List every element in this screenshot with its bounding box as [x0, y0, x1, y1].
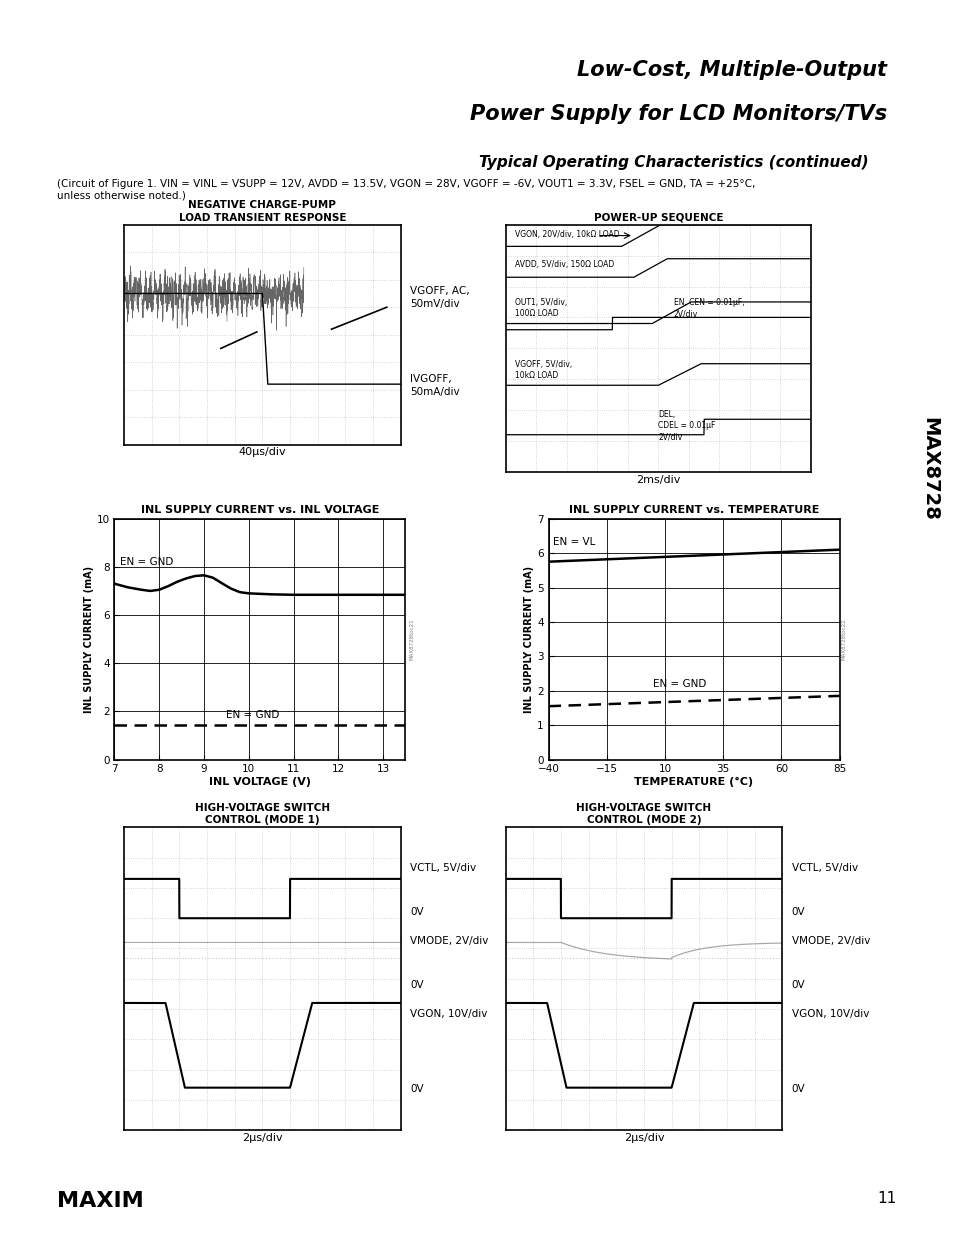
Text: AVDD, 5V/div, 150Ω LOAD: AVDD, 5V/div, 150Ω LOAD [515, 261, 614, 269]
X-axis label: 2ms/div: 2ms/div [636, 474, 679, 484]
Text: EN = GND: EN = GND [653, 679, 706, 689]
Y-axis label: INL SUPPLY CURRENT (mA): INL SUPPLY CURRENT (mA) [84, 566, 93, 713]
Title: HIGH-VOLTAGE SWITCH
CONTROL (MODE 1): HIGH-VOLTAGE SWITCH CONTROL (MODE 1) [194, 803, 330, 825]
Text: EN, CEN = 0.01μF,
2V/div: EN, CEN = 0.01μF, 2V/div [673, 298, 743, 319]
X-axis label: 40μs/div: 40μs/div [238, 447, 286, 457]
Text: EN = VL: EN = VL [553, 536, 595, 547]
Text: 0V: 0V [410, 908, 423, 918]
Title: NEGATIVE CHARGE-PUMP
LOAD TRANSIENT RESPONSE: NEGATIVE CHARGE-PUMP LOAD TRANSIENT RESP… [178, 200, 346, 222]
Text: MAXIM: MAXIM [57, 1191, 144, 1210]
Text: 0V: 0V [791, 979, 804, 989]
Text: VMODE, 2V/div: VMODE, 2V/div [791, 936, 869, 946]
Text: EN = GND: EN = GND [120, 557, 173, 567]
Text: Power Supply for LCD Monitors/TVs: Power Supply for LCD Monitors/TVs [470, 104, 886, 124]
Title: INL SUPPLY CURRENT vs. INL VOLTAGE: INL SUPPLY CURRENT vs. INL VOLTAGE [141, 505, 378, 515]
Text: 0V: 0V [791, 1084, 804, 1094]
Text: 0V: 0V [791, 908, 804, 918]
X-axis label: 2μs/div: 2μs/div [623, 1132, 663, 1142]
Text: 0V: 0V [410, 1084, 423, 1094]
Text: IVGOFF,
50mA/div: IVGOFF, 50mA/div [410, 374, 459, 396]
Text: VCTL, 5V/div: VCTL, 5V/div [410, 863, 476, 873]
Text: DEL,
CDEL = 0.01μF
2V/div: DEL, CDEL = 0.01μF 2V/div [658, 410, 715, 441]
Text: EN = GND: EN = GND [226, 710, 279, 720]
Text: VMODE, 2V/div: VMODE, 2V/div [410, 936, 488, 946]
X-axis label: INL VOLTAGE (V): INL VOLTAGE (V) [209, 777, 311, 787]
Text: 11: 11 [877, 1191, 896, 1205]
Title: HIGH-VOLTAGE SWITCH
CONTROL (MODE 2): HIGH-VOLTAGE SWITCH CONTROL (MODE 2) [576, 803, 711, 825]
X-axis label: TEMPERATURE (°C): TEMPERATURE (°C) [634, 777, 753, 787]
Text: Typical Operating Characteristics (continued): Typical Operating Characteristics (conti… [478, 156, 867, 170]
Text: MAX8728toc21: MAX8728toc21 [410, 619, 415, 659]
Title: INL SUPPLY CURRENT vs. TEMPERATURE: INL SUPPLY CURRENT vs. TEMPERATURE [568, 505, 819, 515]
Text: VGON, 10V/div: VGON, 10V/div [410, 1009, 487, 1019]
Text: 0V: 0V [410, 979, 423, 989]
Text: VGON, 10V/div: VGON, 10V/div [791, 1009, 868, 1019]
Text: VGOFF, 5V/div,
10kΩ LOAD: VGOFF, 5V/div, 10kΩ LOAD [515, 359, 572, 380]
Text: VGON, 20V/div, 10kΩ LOAD: VGON, 20V/div, 10kΩ LOAD [515, 230, 618, 238]
Text: MAX8728: MAX8728 [920, 417, 939, 521]
Title: POWER-UP SEQUENCE: POWER-UP SEQUENCE [593, 212, 722, 222]
Text: VGOFF, AC,
50mV/div: VGOFF, AC, 50mV/div [410, 285, 469, 309]
Text: OUT1, 5V/div,
100Ω LOAD: OUT1, 5V/div, 100Ω LOAD [515, 298, 566, 319]
Text: (Circuit of Figure 1. VIN = VINL = VSUPP = 12V, AVDD = 13.5V, VGON = 28V, VGOFF : (Circuit of Figure 1. VIN = VINL = VSUPP… [57, 179, 755, 200]
Text: Low-Cost, Multiple-Output: Low-Cost, Multiple-Output [577, 61, 886, 80]
Y-axis label: INL SUPPLY CURRENT (mA): INL SUPPLY CURRENT (mA) [524, 566, 534, 713]
Text: MAX8728toc22: MAX8728toc22 [841, 619, 846, 659]
X-axis label: 2μs/div: 2μs/div [242, 1132, 282, 1142]
Text: VCTL, 5V/div: VCTL, 5V/div [791, 863, 857, 873]
